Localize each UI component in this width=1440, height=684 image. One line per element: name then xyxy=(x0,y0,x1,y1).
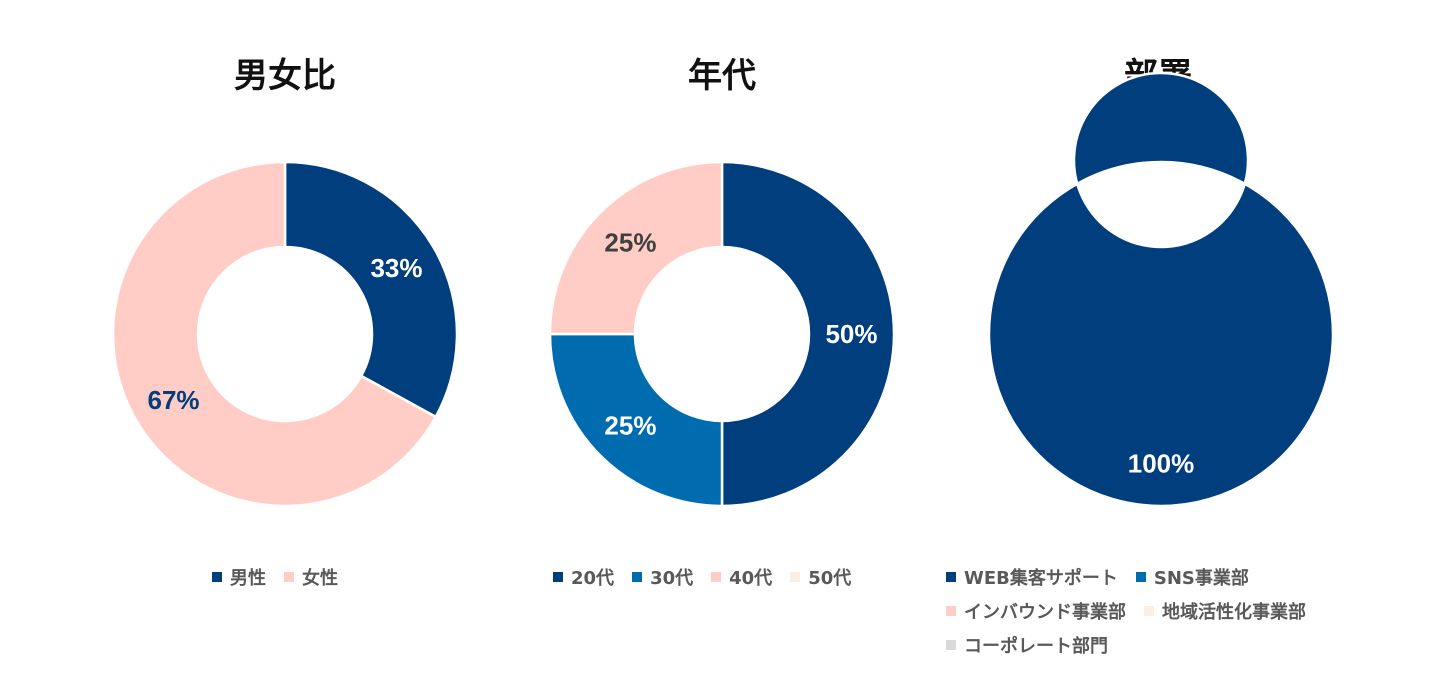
legend-swatch xyxy=(946,572,956,582)
legend-label: 40代 xyxy=(729,568,773,589)
legend-swatch xyxy=(212,572,222,582)
data-label: 67% xyxy=(148,385,200,415)
donut-slice-2-0 xyxy=(987,71,1335,508)
legend-item: 女性 xyxy=(284,560,338,594)
legend-swatch xyxy=(632,572,643,582)
donut-slice-0-0 xyxy=(283,160,459,419)
legend-label: WEB集客サポート xyxy=(964,568,1118,589)
legend-item: WEB集客サポート xyxy=(946,560,1118,594)
legend-gender: 男性 女性 xyxy=(212,560,412,594)
legend-item: 男性 xyxy=(212,560,266,594)
legend-swatch xyxy=(553,572,563,582)
legend-label: 女性 xyxy=(302,568,338,589)
legend-swatch xyxy=(1135,572,1146,582)
legend-label: 50代 xyxy=(808,568,852,589)
legend-label: コーポレート部門 xyxy=(964,636,1108,657)
legend-swatch xyxy=(711,572,722,582)
legend-item: 地域活性化事業部 xyxy=(1144,594,1306,628)
legend-item: 50代 xyxy=(790,560,851,594)
donut-slice-1-1 xyxy=(548,332,724,508)
legend-swatch xyxy=(790,572,801,582)
data-label: 33% xyxy=(370,253,422,283)
legend-item: 40代 xyxy=(711,560,772,594)
legend-swatch xyxy=(284,572,294,582)
chart-title-age: 年代 xyxy=(688,56,756,96)
donut-slice-1-0 xyxy=(720,160,896,508)
legend-item: コーポレート部門 xyxy=(946,628,1108,662)
data-label: 100% xyxy=(1128,449,1195,479)
legend-department: WEB集客サポート SNS事業部インバウンド事業部 地域活性化事業部コーポレート部門 xyxy=(946,560,1386,662)
legend-item: 20代 xyxy=(553,560,614,594)
legend-item: SNS事業部 xyxy=(1135,560,1249,594)
legend-item: インバウンド事業部 xyxy=(946,594,1126,628)
legend-label: 地域活性化事業部 xyxy=(1162,602,1306,623)
data-label: 50% xyxy=(825,319,877,349)
donut-slice-1-2 xyxy=(548,160,724,336)
legend-label: 20代 xyxy=(571,568,615,589)
legend-label: SNS事業部 xyxy=(1153,568,1249,589)
chart-title-gender: 男女比 xyxy=(234,56,336,96)
legend-swatch xyxy=(946,640,956,650)
legend-label: 30代 xyxy=(650,568,694,589)
legend-swatch xyxy=(1144,606,1154,616)
donut-slice-0-1 xyxy=(111,160,438,508)
legend-label: 男性 xyxy=(230,568,266,589)
legend-label: インバウンド事業部 xyxy=(964,602,1126,623)
data-label: 25% xyxy=(604,227,656,257)
legend-item: 30代 xyxy=(632,560,693,594)
data-label: 25% xyxy=(604,411,656,441)
legend-swatch xyxy=(946,606,956,616)
legend-age: 20代 30代 40代 50代 xyxy=(553,560,933,594)
